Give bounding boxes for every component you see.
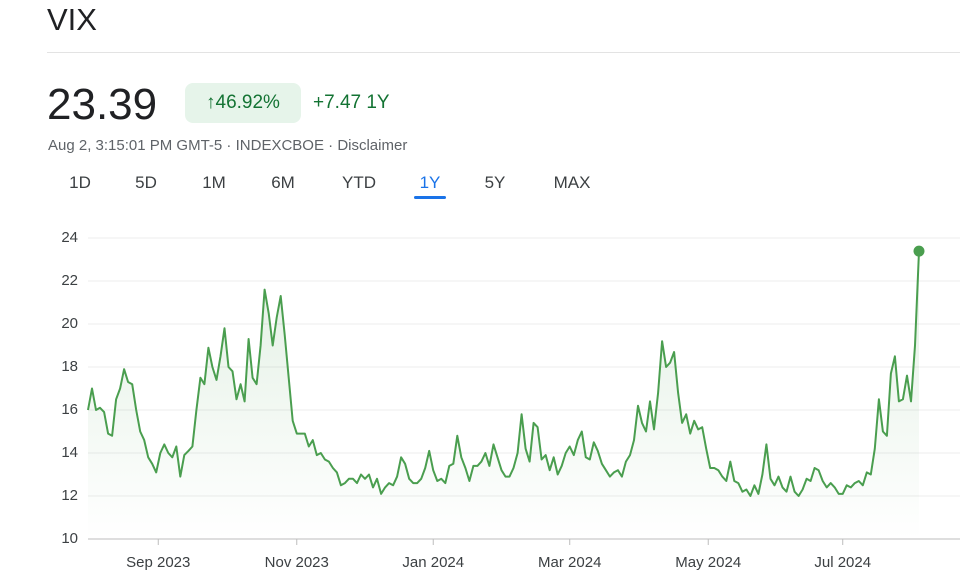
disclaimer[interactable]: Disclaimer [337,137,408,154]
x-tick-label: Nov 2023 [265,554,329,571]
x-tick-label: Sep 2023 [126,554,190,571]
x-tick-label: Jan 2024 [402,554,464,571]
period: 1Y [366,92,390,113]
range-tab[interactable]: 5Y [484,173,506,192]
range-tab[interactable]: 1Y [419,173,441,192]
change-percent: 46.92% [215,92,280,113]
range-tab[interactable]: 5D [135,173,157,192]
ticker-title: VIX [47,2,97,37]
range-tab[interactable]: YTD [342,173,376,192]
x-tick-label: Mar 2024 [538,554,601,571]
exchange: INDEXCBOE [235,137,324,154]
divider [47,52,960,53]
change-value: +7.47 [313,92,362,113]
price: 23.39 [47,80,158,129]
timestamp: Aug 2, 3:15:01 PM GMT-5 [48,137,223,154]
price-line [87,251,920,497]
range-tab[interactable]: MAX [553,173,591,192]
tab-underline [414,196,446,199]
y-tick-label: 16 [61,401,78,418]
range-tab[interactable]: 1M [202,173,226,192]
x-tick-label: May 2024 [675,554,741,571]
y-tick-label: 14 [61,444,78,461]
end-point [913,245,925,257]
x-tick-label: Jul 2024 [814,554,871,571]
area-fill [88,251,919,539]
y-tick-label: 22 [61,272,78,289]
change: +7.47 1Y [313,92,390,114]
range-tab[interactable]: 1D [69,173,91,192]
meta-line: Aug 2, 3:15:01 PM GMT-5 · INDEXCBOE · Di… [48,137,408,154]
y-tick-label: 10 [61,530,78,547]
up-arrow: ↑ [206,92,216,113]
change-badge: ↑46.92% [185,83,301,123]
range-tab[interactable]: 6M [271,173,295,192]
y-tick-label: 24 [61,229,78,246]
y-tick-label: 12 [61,487,78,504]
y-tick-label: 18 [61,358,78,375]
y-tick-label: 20 [61,315,78,332]
